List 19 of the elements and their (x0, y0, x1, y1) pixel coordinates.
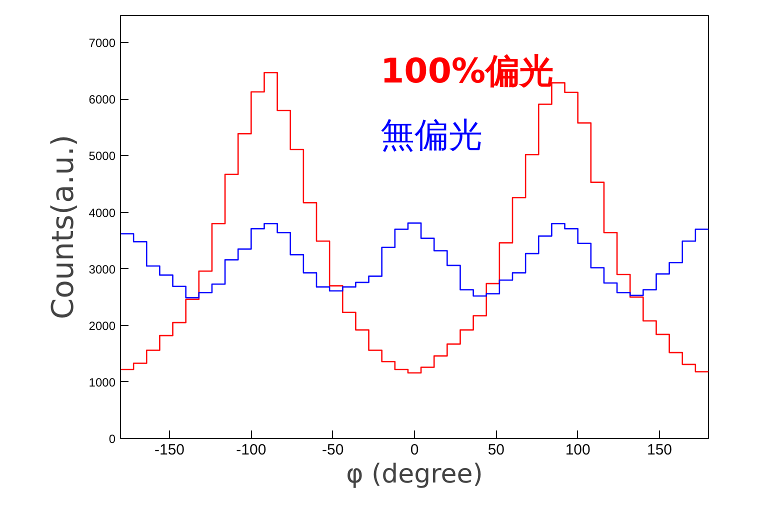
x-tick-label: 150 (646, 442, 672, 458)
x-tick-label: 0 (410, 442, 419, 458)
y-tick-label: 7000 (88, 36, 116, 50)
y-tick-label: 3000 (88, 262, 116, 276)
series-label: 100%偏光 (380, 52, 554, 92)
y-axis-title: Counts(a.u.) (46, 134, 81, 320)
x-axis-title: φ (degree) (346, 460, 483, 490)
x-tick-label: 50 (488, 442, 505, 458)
x-tick-label: 100 (565, 442, 590, 458)
y-tick-label: 5000 (88, 149, 116, 164)
text: 無偏光 (380, 116, 482, 156)
y-tick-label: 0 (108, 432, 116, 446)
x-tick-label: -100 (236, 442, 266, 458)
x-tick-label: -50 (322, 442, 344, 458)
y-tick-label: 6000 (88, 92, 116, 107)
y-tick-label: 4000 (88, 206, 116, 220)
x-tick-label: -150 (154, 442, 185, 458)
y-tick-label: 1000 (88, 375, 116, 390)
y-tick-label: 2000 (88, 318, 116, 333)
